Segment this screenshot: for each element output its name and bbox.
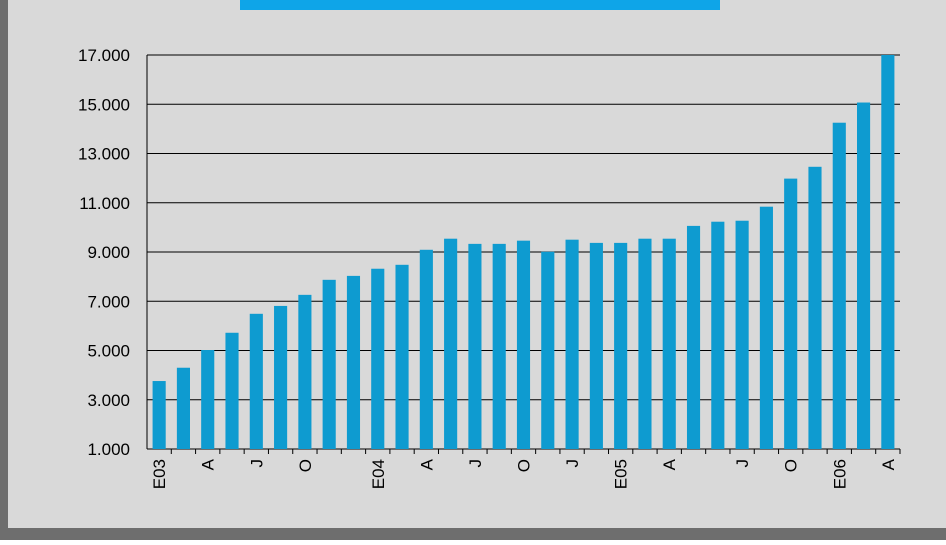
bar [419, 249, 433, 449]
bar [565, 239, 579, 449]
x-tick-label: E03 [150, 459, 169, 489]
y-tick-label: 7.000 [87, 292, 130, 311]
bar [857, 102, 871, 450]
bar [274, 305, 288, 449]
x-tick-label: A [417, 458, 436, 470]
header-band [240, 0, 720, 10]
x-tick-label: E04 [369, 459, 388, 489]
bar [541, 251, 555, 449]
bar [225, 332, 239, 449]
bar [249, 313, 263, 449]
bar [371, 268, 385, 449]
y-tick-label: 5.000 [87, 342, 130, 361]
x-tick-label: A [199, 458, 218, 470]
y-tick-label: 13.000 [78, 145, 130, 164]
bar [395, 264, 409, 449]
x-tick-label: O [296, 459, 315, 472]
y-tick-label: 3.000 [87, 391, 130, 410]
x-tick-label: J [247, 459, 266, 468]
bar [176, 367, 190, 449]
bar [152, 381, 166, 449]
bar [711, 221, 725, 449]
bar [589, 242, 603, 449]
x-tick-label: O [782, 459, 801, 472]
bar [322, 279, 336, 449]
x-tick-label: J [466, 459, 485, 468]
x-tick-label: E06 [830, 459, 849, 489]
y-tick-label: 1.000 [87, 440, 130, 459]
bar [808, 166, 822, 450]
bar [516, 240, 531, 449]
y-tick-label: 11.000 [79, 194, 130, 213]
y-tick-label: 15.000 [78, 95, 130, 114]
x-tick-label: E05 [612, 459, 631, 489]
bar [735, 220, 749, 449]
x-tick-label: O [515, 459, 534, 472]
bar [298, 294, 312, 449]
x-tick-label: A [660, 458, 679, 470]
bar [346, 275, 361, 449]
bar [881, 55, 895, 449]
bar [201, 350, 215, 449]
bar [686, 225, 701, 449]
y-tick-label: 9.000 [87, 243, 130, 262]
x-tick-label: J [563, 459, 582, 468]
bar [468, 243, 482, 449]
x-tick-label: A [879, 458, 898, 470]
bar [662, 238, 676, 449]
bar [444, 238, 458, 449]
bar [638, 238, 652, 449]
bar [832, 122, 846, 449]
bar [492, 243, 506, 449]
x-tick-label: J [733, 459, 752, 468]
bar [759, 206, 773, 449]
y-tick-label: 17.000 [78, 46, 130, 65]
bar [614, 242, 628, 449]
bar [784, 178, 798, 449]
